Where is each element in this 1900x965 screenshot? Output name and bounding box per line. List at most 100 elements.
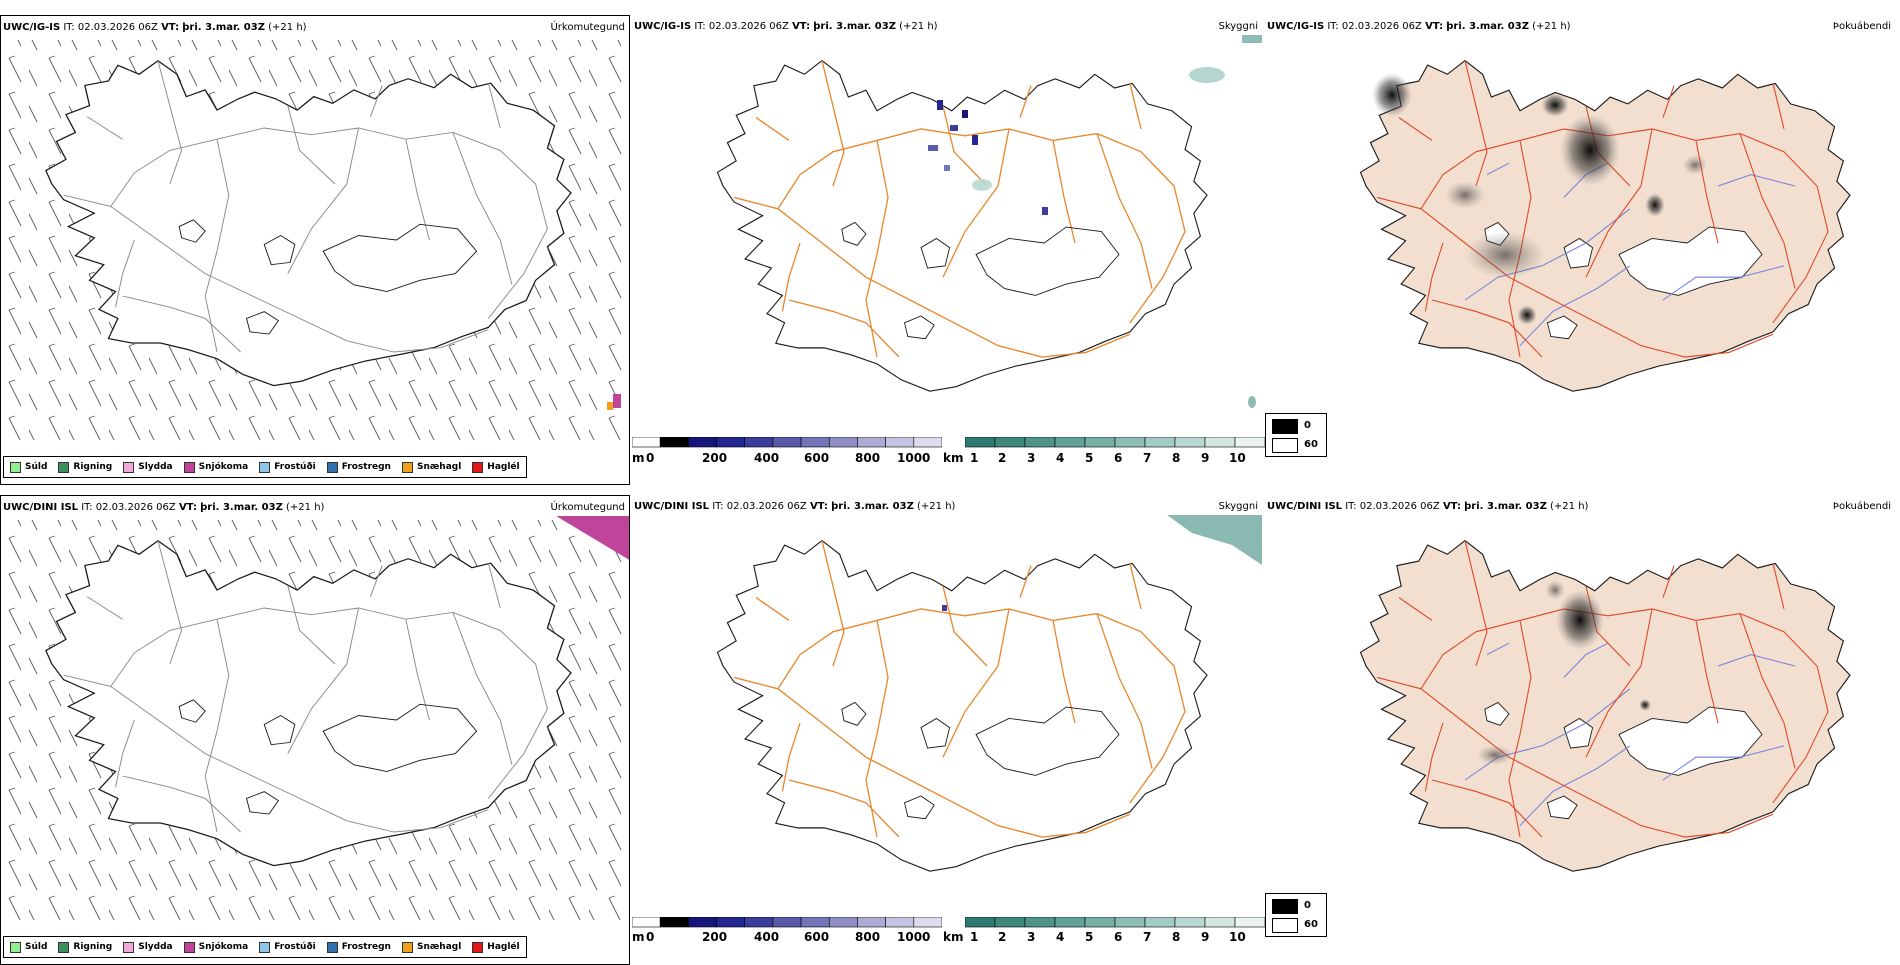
ceiling-colorbar-top bbox=[632, 437, 942, 448]
fog-panel-bottom: UWC/DINI ISL IT: 02.03.2026 06Z VT: þri.… bbox=[1265, 495, 1895, 965]
sleet-patch bbox=[607, 402, 613, 410]
fog-blobs bbox=[1477, 580, 1651, 765]
visibility-area bbox=[1167, 515, 1262, 565]
legend-item-freezing-rain: Frostregn bbox=[326, 941, 391, 953]
colorbar-cell bbox=[632, 917, 661, 928]
colorbar-cell bbox=[913, 437, 942, 448]
legend-item-freezing-drizzle: Frostúði bbox=[259, 941, 316, 953]
colorbar-cell bbox=[1234, 917, 1265, 928]
colorbar-cell bbox=[744, 437, 774, 448]
legend-item-snow-pellets: Snæhagl bbox=[401, 461, 461, 473]
colorbar-cell bbox=[885, 917, 915, 928]
ceiling-colorbar-labels-top: m 0 200 400 600 800 1000 bbox=[632, 451, 931, 465]
ceiling-patch bbox=[942, 605, 947, 611]
panel-header: UWC/IG-IS IT: 02.03.2026 06Z VT: þri. 3.… bbox=[1267, 21, 1571, 32]
panel-type-label: Úrkomutegund bbox=[550, 502, 625, 513]
legend-item-freezing-rain: Frostregn bbox=[326, 461, 391, 473]
colorbar-cell bbox=[772, 437, 802, 448]
legend-item-sleet: Slydda bbox=[123, 461, 173, 473]
fog-map-bottom bbox=[1359, 540, 1851, 872]
colorbar-cell bbox=[1174, 437, 1206, 448]
ceiling-colorbar-labels-bottom: m 0 200 400 600 800 1000 bbox=[632, 930, 931, 944]
panel-type-label: Úrkomutegund bbox=[550, 22, 625, 33]
visibility-colorbar-labels-top: km 1 2 3 4 5 6 7 8 9 10 bbox=[943, 451, 1246, 465]
fog-legend-swatch-60 bbox=[1272, 918, 1298, 933]
fog-panel-top: UWC/IG-IS IT: 02.03.2026 06Z VT: þri. 3.… bbox=[1265, 15, 1895, 485]
legend-item-drizzle: Súld bbox=[10, 461, 47, 473]
precip-map-top bbox=[1, 40, 629, 440]
panel-header: UWC/DINI ISL IT: 02.03.2026 06Z VT: þri.… bbox=[634, 501, 956, 512]
legend-item-snow: Snjókoma bbox=[183, 941, 248, 953]
legend-item-snow-pellets: Snæhagl bbox=[401, 941, 461, 953]
colorbar-cell bbox=[857, 437, 886, 448]
legend-item-rain: Rigning bbox=[58, 461, 112, 473]
colorbar-cell bbox=[1144, 917, 1176, 928]
precip-panel-bottom: UWC/DINI ISL IT: 02.03.2026 06Z VT: þri.… bbox=[0, 495, 630, 965]
legend-item-snow: Snjókoma bbox=[183, 461, 248, 473]
colorbar-cell bbox=[885, 437, 915, 448]
precip-map-bottom bbox=[1, 516, 629, 920]
fog-legend-swatch-0 bbox=[1272, 899, 1298, 914]
colorbar-cell bbox=[800, 437, 830, 448]
cloud-map-bottom bbox=[716, 515, 1262, 872]
colorbar-cell bbox=[1054, 917, 1086, 928]
cloud-panel-bottom: UWC/DINI ISL IT: 02.03.2026 06Z VT: þri.… bbox=[632, 495, 1262, 965]
legend-item-freezing-drizzle: Frostúði bbox=[259, 461, 316, 473]
panel-header: UWC/IG-IS IT: 02.03.2026 06Z VT: þri. 3.… bbox=[3, 22, 307, 33]
fog-map-top bbox=[1359, 60, 1851, 392]
colorbar-cell bbox=[965, 437, 996, 448]
visibility-patches bbox=[972, 35, 1262, 408]
colorbar-cell bbox=[744, 917, 774, 928]
colorbar-cell bbox=[1084, 437, 1116, 448]
colorbar-cell bbox=[994, 437, 1026, 448]
colorbar-cell bbox=[716, 437, 746, 448]
colorbar-cell bbox=[1114, 917, 1146, 928]
colorbar-cell bbox=[828, 917, 858, 928]
visibility-colorbar-top bbox=[965, 437, 1265, 448]
ceiling-colorbar-bottom bbox=[632, 917, 942, 928]
colorbar-cell bbox=[688, 917, 717, 928]
colorbar-cell bbox=[1204, 917, 1236, 928]
colorbar-cell bbox=[632, 437, 661, 448]
colorbar-cell bbox=[1114, 437, 1146, 448]
legend-item-rain: Rigning bbox=[58, 941, 112, 953]
colorbar-cell bbox=[1204, 437, 1236, 448]
colorbar-cell bbox=[965, 917, 996, 928]
legend-item-sleet: Slydda bbox=[123, 941, 173, 953]
cloud-map-top bbox=[716, 35, 1262, 408]
precip-legend: Súld Rigning Slydda Snjókoma Frostúði Fr… bbox=[3, 936, 527, 958]
colorbar-cell bbox=[994, 917, 1026, 928]
visibility-colorbar-bottom bbox=[965, 917, 1265, 928]
colorbar-cell bbox=[800, 917, 830, 928]
panel-header: UWC/DINI ISL IT: 02.03.2026 06Z VT: þri.… bbox=[1267, 501, 1589, 512]
colorbar-cell bbox=[828, 437, 858, 448]
fog-legend-bottom: 0 60 bbox=[1265, 893, 1327, 937]
colorbar-cell bbox=[659, 437, 689, 448]
fog-legend-swatch-0 bbox=[1272, 419, 1298, 434]
panel-header: UWC/DINI ISL IT: 02.03.2026 06Z VT: þri.… bbox=[3, 502, 325, 513]
fog-legend-swatch-60 bbox=[1272, 438, 1298, 453]
panel-header: UWC/IG-IS IT: 02.03.2026 06Z VT: þri. 3.… bbox=[634, 21, 938, 32]
panel-type-label: Þokuábendi bbox=[1832, 21, 1891, 32]
colorbar-cell bbox=[716, 917, 746, 928]
legend-item-drizzle: Súld bbox=[10, 941, 47, 953]
colorbar-cell bbox=[1024, 437, 1056, 448]
fog-legend-top: 0 60 bbox=[1265, 413, 1327, 457]
visibility-colorbar-labels-bottom: km 1 2 3 4 5 6 7 8 9 10 bbox=[943, 930, 1246, 944]
panel-type-label: Skyggni bbox=[1218, 501, 1258, 512]
colorbar-cell bbox=[688, 437, 717, 448]
cloud-panel-top: UWC/IG-IS IT: 02.03.2026 06Z VT: þri. 3.… bbox=[632, 15, 1262, 485]
colorbar-cell bbox=[659, 917, 689, 928]
colorbar-cell bbox=[1144, 437, 1176, 448]
colorbar-cell bbox=[1234, 437, 1265, 448]
legend-item-hail: Haglél bbox=[472, 461, 520, 473]
colorbar-cell bbox=[772, 917, 802, 928]
precip-panel-top: UWC/IG-IS IT: 02.03.2026 06Z VT: þri. 3.… bbox=[0, 15, 630, 485]
fog-blobs bbox=[1372, 73, 1707, 325]
panel-type-label: Skyggni bbox=[1218, 21, 1258, 32]
colorbar-cell bbox=[1054, 437, 1086, 448]
snow-patch bbox=[613, 394, 621, 408]
colorbar-cell bbox=[1084, 917, 1116, 928]
colorbar-cell bbox=[1024, 917, 1056, 928]
legend-item-hail: Haglél bbox=[472, 941, 520, 953]
